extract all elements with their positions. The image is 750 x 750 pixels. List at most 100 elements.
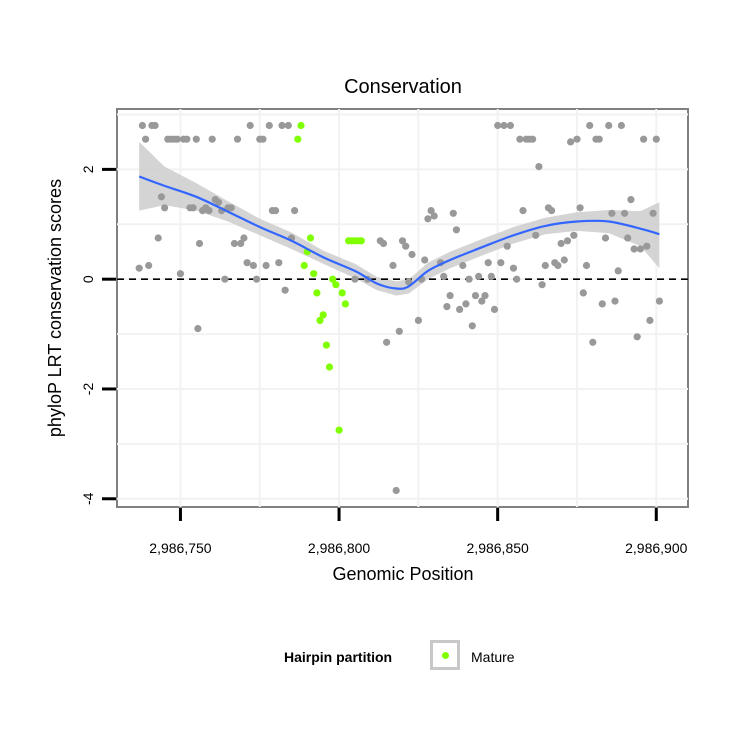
- point-other: [237, 239, 245, 248]
- point-mature: [294, 135, 302, 143]
- point-other: [487, 272, 495, 280]
- point-other: [519, 207, 527, 215]
- point-other: [430, 212, 438, 220]
- point-other: [484, 259, 492, 267]
- point-other: [538, 281, 546, 289]
- chart-title: Conservation: [344, 76, 462, 98]
- point-other: [275, 259, 283, 267]
- point-other: [176, 270, 184, 278]
- point-other: [478, 297, 486, 305]
- point-other: [611, 297, 619, 305]
- point-other: [548, 207, 556, 215]
- point-other: [145, 261, 153, 270]
- point-other: [246, 121, 254, 130]
- point-other: [281, 286, 289, 294]
- point-mature: [319, 311, 327, 319]
- point-mature: [329, 275, 337, 283]
- point-other: [284, 121, 292, 130]
- point-mature: [338, 289, 346, 297]
- point-other: [541, 261, 549, 270]
- point-other: [278, 121, 286, 130]
- point-other: [291, 207, 299, 215]
- point-other: [227, 204, 235, 212]
- point-other: [570, 231, 578, 239]
- point-other: [646, 316, 654, 324]
- y-axis-tick-label: 2: [80, 165, 96, 173]
- point-other: [516, 135, 524, 143]
- point-other: [195, 239, 204, 248]
- point-other: [205, 207, 213, 215]
- point-mature: [313, 289, 321, 297]
- point-mature: [297, 121, 305, 130]
- point-other: [655, 297, 664, 305]
- point-other: [636, 245, 645, 253]
- point-other: [617, 121, 626, 130]
- smooth-curve: [138, 175, 660, 290]
- point-other: [157, 193, 165, 201]
- x-axis-tick-label: 2,986,750: [149, 540, 211, 556]
- point-other: [598, 300, 606, 308]
- legend-title: Hairpin partition: [284, 649, 393, 665]
- point-other: [389, 261, 397, 270]
- point-other: [379, 239, 388, 248]
- point-other: [532, 231, 540, 239]
- point-mature: [335, 426, 343, 434]
- axes: 2,986,750 2,986,800 2,986,850 2,986,900 -4 -2…: [80, 165, 688, 556]
- x-axis-tick-label: 2,986,900: [625, 540, 687, 556]
- point-other: [240, 234, 248, 242]
- point-other: [509, 264, 518, 272]
- point-other: [402, 242, 410, 250]
- point-other: [652, 135, 660, 143]
- point-other: [173, 135, 181, 143]
- point-other: [221, 275, 229, 283]
- point-other: [446, 292, 454, 300]
- point-other: [383, 338, 391, 346]
- point-other: [233, 135, 242, 143]
- point-other: [576, 204, 584, 212]
- point-other: [500, 121, 508, 130]
- legend: Hairpin partition Mature: [0, 638, 750, 678]
- point-other: [262, 261, 270, 270]
- point-other: [161, 204, 169, 212]
- smooth-curve-layer: [138, 175, 660, 290]
- point-other: [443, 303, 451, 311]
- point-other: [506, 121, 514, 130]
- y-axis-tick-label: 0: [80, 275, 96, 283]
- point-other: [557, 239, 565, 248]
- grid-lines: [117, 109, 688, 507]
- point-other: [595, 135, 603, 143]
- point-other: [589, 338, 597, 346]
- point-other: [490, 305, 499, 313]
- point-other: [138, 121, 146, 130]
- point-other: [481, 292, 489, 300]
- point-other: [183, 135, 191, 143]
- point-other: [427, 207, 435, 215]
- point-other: [621, 209, 629, 217]
- point-other: [214, 198, 223, 206]
- point-other: [243, 259, 251, 267]
- point-other: [586, 121, 594, 130]
- point-other: [560, 256, 568, 264]
- x-axis-label: Genomic Position: [332, 564, 473, 584]
- point-other: [554, 261, 562, 270]
- point-other: [351, 275, 359, 283]
- point-other: [513, 275, 521, 283]
- point-other: [468, 322, 476, 330]
- point-other: [459, 261, 467, 270]
- x-axis-tick-label: 2,986,800: [308, 540, 370, 556]
- point-other: [265, 121, 273, 130]
- point-mature: [357, 237, 365, 245]
- point-other: [630, 245, 638, 253]
- legend-dot-mature: [442, 652, 449, 659]
- point-other: [614, 267, 622, 275]
- point-other: [230, 239, 238, 248]
- point-other: [405, 278, 413, 286]
- point-other: [142, 135, 150, 143]
- y-axis-label: phyloP LRT conservation scores: [45, 179, 65, 437]
- point-other: [259, 135, 267, 143]
- point-other: [494, 121, 502, 130]
- point-mature: [322, 341, 330, 349]
- legend-key-mature: [430, 640, 460, 670]
- point-other: [608, 209, 616, 217]
- point-other: [497, 259, 505, 267]
